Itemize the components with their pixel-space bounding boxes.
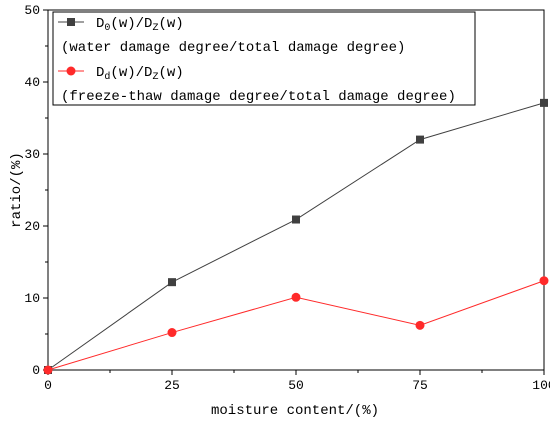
y-tick-label: 20	[24, 219, 40, 234]
x-tick-label: 0	[44, 378, 52, 393]
legend-label-water-d: D	[96, 16, 104, 32]
x-tick-label: 50	[288, 378, 304, 393]
legend-label-water-sub0: 0	[104, 23, 110, 34]
legend-label-water-mid: (w)/D	[110, 16, 152, 32]
y-tick-label: 10	[24, 291, 40, 306]
y-tick-label: 40	[24, 75, 40, 90]
data-point-square	[416, 135, 424, 144]
legend-label-water-end: (w)	[158, 16, 183, 32]
series-line-0	[47, 102, 545, 371]
y-axis-title: ratio/(%)	[9, 152, 25, 228]
legend-label-freeze-mid: (w)/D	[110, 65, 152, 81]
y-axis: 0 10 20 30 40 50	[24, 3, 48, 378]
y-tick-label: 0	[32, 363, 40, 378]
legend-marker-circle	[66, 66, 76, 76]
x-tick-label: 75	[412, 378, 428, 393]
legend-label-freeze-d: D	[96, 65, 104, 81]
legend-label-water-subz: Z	[152, 23, 158, 34]
data-point-circle	[539, 276, 549, 286]
data-point-square	[292, 215, 300, 224]
y-tick-label: 30	[24, 147, 40, 162]
legend-desc-water: (water damage degree/total damage degree…	[61, 40, 405, 56]
legend: D0(w)/DZ(w) (water damage degree/total d…	[52, 11, 476, 106]
x-axis-title: moisture content/(%)	[211, 403, 379, 419]
y-tick-label: 50	[24, 3, 40, 18]
data-point-circle	[43, 365, 53, 375]
data-point-square	[168, 278, 176, 287]
x-tick-label: 25	[164, 378, 180, 393]
legend-label-water: D0(w)/DZ(w)	[96, 16, 184, 34]
data-point-circle	[291, 292, 301, 302]
data-point-square	[540, 98, 548, 107]
legend-marker-square	[67, 18, 75, 26]
data-point-circle	[167, 328, 177, 338]
legend-label-freeze-subd: d	[104, 71, 110, 83]
legend-label-freeze-end: (w)	[158, 65, 183, 81]
data-point-circle	[415, 320, 425, 330]
x-tick-label: 100	[532, 378, 550, 393]
legend-label-freeze: Dd(w)/DZ(w)	[96, 65, 184, 83]
series-layer	[43, 98, 549, 375]
legend-desc-freeze: (freeze-thaw damage degree/total damage …	[61, 89, 456, 105]
legend-label-freeze-subz: Z	[152, 72, 158, 83]
legend-box	[52, 11, 476, 106]
x-axis: 0 25 50 75 100	[44, 370, 550, 393]
